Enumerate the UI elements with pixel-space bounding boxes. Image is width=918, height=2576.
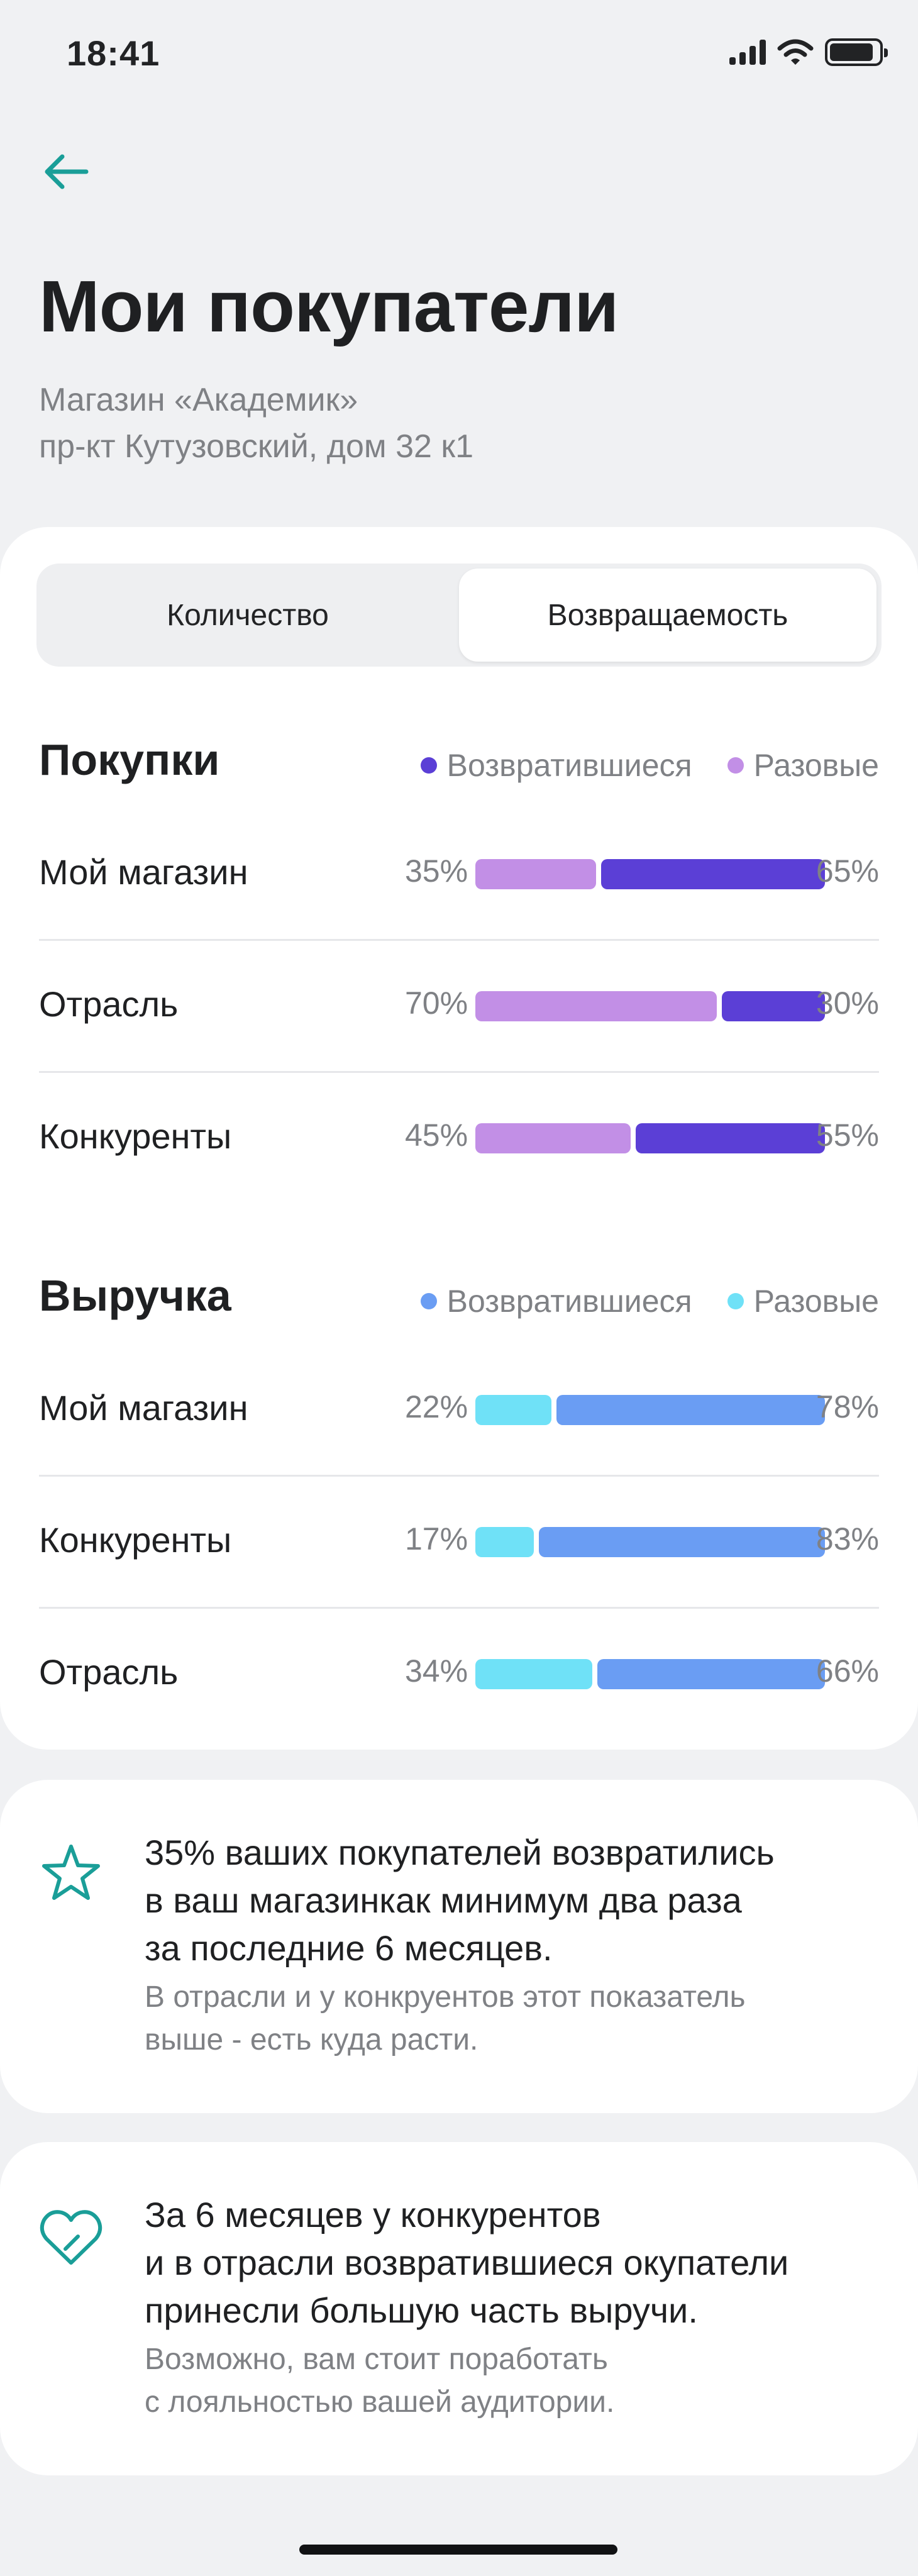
row-label: Мой магазин bbox=[39, 1388, 248, 1428]
legend-returned: Возвратившиеся bbox=[420, 1283, 692, 1319]
purchases-row: Мой магазин 35% 65% bbox=[39, 809, 879, 941]
status-time: 18:41 bbox=[67, 33, 160, 73]
status-icons bbox=[729, 38, 888, 67]
purchases-row: Отрасль 70% 30% bbox=[39, 941, 879, 1073]
tab-quantity[interactable]: Количество bbox=[167, 598, 329, 632]
onetime-percent: 70% bbox=[404, 985, 468, 1021]
insight-card: 35% ваших покупателей возвратились в ваш… bbox=[0, 1780, 918, 2113]
revenue-row: Конкуренты 17% 83% bbox=[39, 1477, 879, 1609]
row-label: Мой магазин bbox=[39, 852, 248, 892]
back-button[interactable] bbox=[38, 143, 94, 200]
revenue-row: Мой магазин 22% 78% bbox=[39, 1345, 879, 1477]
bar-segment-onetime bbox=[475, 991, 717, 1021]
split-bar bbox=[475, 991, 825, 1021]
onetime-percent: 35% bbox=[404, 853, 468, 889]
insight-subtitle: В отрасли и у конкруентов этот показател… bbox=[145, 1980, 746, 2057]
status-bar: 18:41 bbox=[0, 0, 918, 107]
store-address: пр-кт Кутузовский, дом 32 к1 bbox=[39, 428, 474, 465]
purchases-legend: Возвратившиеся Разовые bbox=[420, 747, 879, 784]
onetime-percent: 17% bbox=[404, 1521, 468, 1557]
legend-onetime: Разовые bbox=[727, 747, 879, 784]
bar-segment-onetime bbox=[475, 859, 596, 889]
returned-percent: 83% bbox=[816, 1521, 879, 1557]
legend-dot-onetime bbox=[727, 1293, 744, 1309]
insight-title: 35% ваших покупателей возвратились в ваш… bbox=[145, 1833, 775, 1968]
row-label: Отрасль bbox=[39, 984, 179, 1024]
insight-card: За 6 месяцев у конкурентов и в отрасли в… bbox=[0, 2142, 918, 2475]
split-bar bbox=[475, 1123, 825, 1153]
bar-segment-onetime bbox=[475, 1395, 551, 1425]
bar-segment-onetime bbox=[475, 1527, 534, 1557]
tab-retention[interactable]: Возвращаемость bbox=[459, 569, 877, 662]
purchases-row: Конкуренты 45% 55% bbox=[39, 1073, 879, 1205]
home-indicator bbox=[299, 2545, 617, 2555]
bar-segment-returned bbox=[635, 1123, 825, 1153]
battery-icon bbox=[825, 38, 888, 66]
legend-label-returned: Возвратившиеся bbox=[446, 1284, 692, 1319]
legend-onetime: Разовые bbox=[727, 1283, 879, 1319]
split-bar bbox=[475, 859, 825, 889]
insight-title: За 6 месяцев у конкурентов и в отрасли в… bbox=[145, 2195, 789, 2330]
legend-label-returned: Возвратившиеся bbox=[446, 748, 692, 783]
battery-level bbox=[830, 43, 873, 61]
segmented-control: Количество Возвращаемость bbox=[36, 564, 882, 667]
split-bar bbox=[475, 1527, 825, 1557]
purchases-title: Покупки bbox=[39, 735, 220, 784]
star-icon bbox=[42, 1845, 100, 1900]
arrow-left-icon bbox=[45, 154, 89, 189]
store-name: Магазин «Академик» bbox=[39, 382, 358, 418]
bar-segment-onetime bbox=[475, 1659, 593, 1689]
bar-segment-returned bbox=[721, 991, 825, 1021]
row-label: Конкуренты bbox=[39, 1116, 232, 1156]
revenue-title: Выручка bbox=[39, 1271, 231, 1320]
legend-returned: Возвратившиеся bbox=[420, 747, 692, 784]
bar-segment-returned bbox=[597, 1659, 825, 1689]
bar-segment-returned bbox=[556, 1395, 825, 1425]
split-bar bbox=[475, 1659, 825, 1689]
row-label: Отрасль bbox=[39, 1652, 179, 1692]
legend-dot-returned bbox=[420, 1293, 437, 1309]
revenue-legend: Возвратившиеся Разовые bbox=[420, 1283, 879, 1319]
legend-label-onetime: Разовые bbox=[753, 1284, 879, 1319]
returned-percent: 78% bbox=[816, 1389, 879, 1424]
returned-percent: 65% bbox=[816, 853, 879, 889]
revenue-row: Отрасль 34% 66% bbox=[39, 1609, 879, 1741]
bar-segment-returned bbox=[600, 859, 825, 889]
row-label: Конкуренты bbox=[39, 1520, 232, 1560]
bar-segment-returned bbox=[539, 1527, 825, 1557]
page-title: Мои покупатели bbox=[39, 265, 619, 347]
wifi-icon bbox=[777, 39, 814, 65]
legend-dot-returned bbox=[420, 757, 437, 774]
cellular-signal-icon bbox=[729, 40, 766, 65]
split-bar bbox=[475, 1395, 825, 1425]
insight-subtitle: Возможно, вам стоит поработать с лояльно… bbox=[145, 2343, 615, 2419]
returned-percent: 55% bbox=[816, 1118, 879, 1153]
legend-label-onetime: Разовые bbox=[753, 748, 879, 783]
onetime-percent: 34% bbox=[404, 1653, 468, 1689]
stats-card: Количество Возвращаемость Покупки Возвра… bbox=[0, 527, 918, 1750]
returned-percent: 30% bbox=[816, 985, 879, 1021]
bar-segment-onetime bbox=[475, 1123, 631, 1153]
returned-percent: 66% bbox=[816, 1653, 879, 1689]
heart-icon bbox=[40, 2210, 102, 2265]
onetime-percent: 45% bbox=[404, 1118, 468, 1153]
onetime-percent: 22% bbox=[404, 1389, 468, 1424]
legend-dot-onetime bbox=[727, 757, 744, 774]
